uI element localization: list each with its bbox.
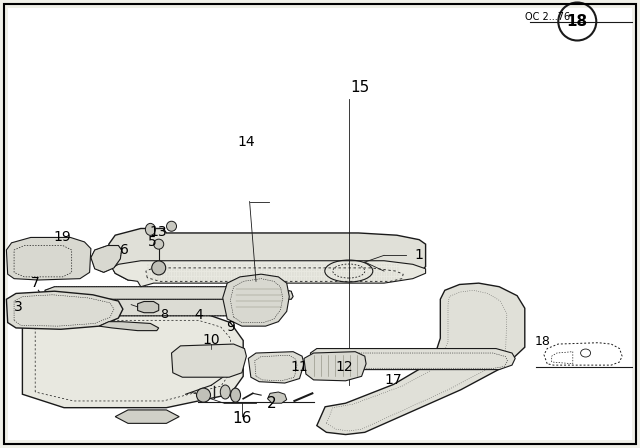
Text: 16: 16 xyxy=(232,411,252,426)
Polygon shape xyxy=(310,349,515,370)
Text: 7: 7 xyxy=(31,276,40,290)
Text: 17: 17 xyxy=(385,373,403,387)
Ellipse shape xyxy=(220,385,230,399)
Polygon shape xyxy=(138,302,159,313)
Text: 15: 15 xyxy=(350,80,369,95)
Polygon shape xyxy=(6,291,123,329)
Polygon shape xyxy=(268,392,287,403)
Text: 18: 18 xyxy=(535,335,550,348)
Polygon shape xyxy=(248,352,304,383)
Polygon shape xyxy=(6,237,91,280)
Polygon shape xyxy=(51,298,282,316)
Polygon shape xyxy=(112,261,426,287)
Polygon shape xyxy=(223,274,289,326)
Polygon shape xyxy=(109,228,426,280)
Ellipse shape xyxy=(154,239,164,249)
Polygon shape xyxy=(99,322,159,331)
Ellipse shape xyxy=(196,388,211,402)
Text: 19: 19 xyxy=(54,229,72,244)
Ellipse shape xyxy=(166,221,177,231)
Text: 2: 2 xyxy=(267,396,277,411)
Polygon shape xyxy=(304,352,366,381)
Text: 10: 10 xyxy=(202,332,220,347)
Ellipse shape xyxy=(152,261,166,275)
Text: 4: 4 xyxy=(194,308,203,322)
Text: OC 2...76: OC 2...76 xyxy=(525,12,570,22)
Polygon shape xyxy=(172,344,246,377)
Polygon shape xyxy=(91,246,122,272)
Polygon shape xyxy=(45,287,293,299)
Text: 3: 3 xyxy=(13,300,22,314)
Text: 6: 6 xyxy=(120,243,129,257)
Text: 14: 14 xyxy=(237,134,255,149)
Text: 1: 1 xyxy=(415,248,424,263)
Text: 9: 9 xyxy=(226,320,235,334)
Ellipse shape xyxy=(145,224,156,235)
Text: 11: 11 xyxy=(291,360,308,375)
Text: 5: 5 xyxy=(148,235,157,249)
Text: 13: 13 xyxy=(150,225,168,239)
Text: 18: 18 xyxy=(566,14,588,29)
Polygon shape xyxy=(115,410,179,423)
Polygon shape xyxy=(317,283,525,435)
Polygon shape xyxy=(22,314,243,408)
Text: 12: 12 xyxy=(335,360,353,375)
Ellipse shape xyxy=(230,388,241,402)
Text: 8: 8 xyxy=(160,307,168,321)
